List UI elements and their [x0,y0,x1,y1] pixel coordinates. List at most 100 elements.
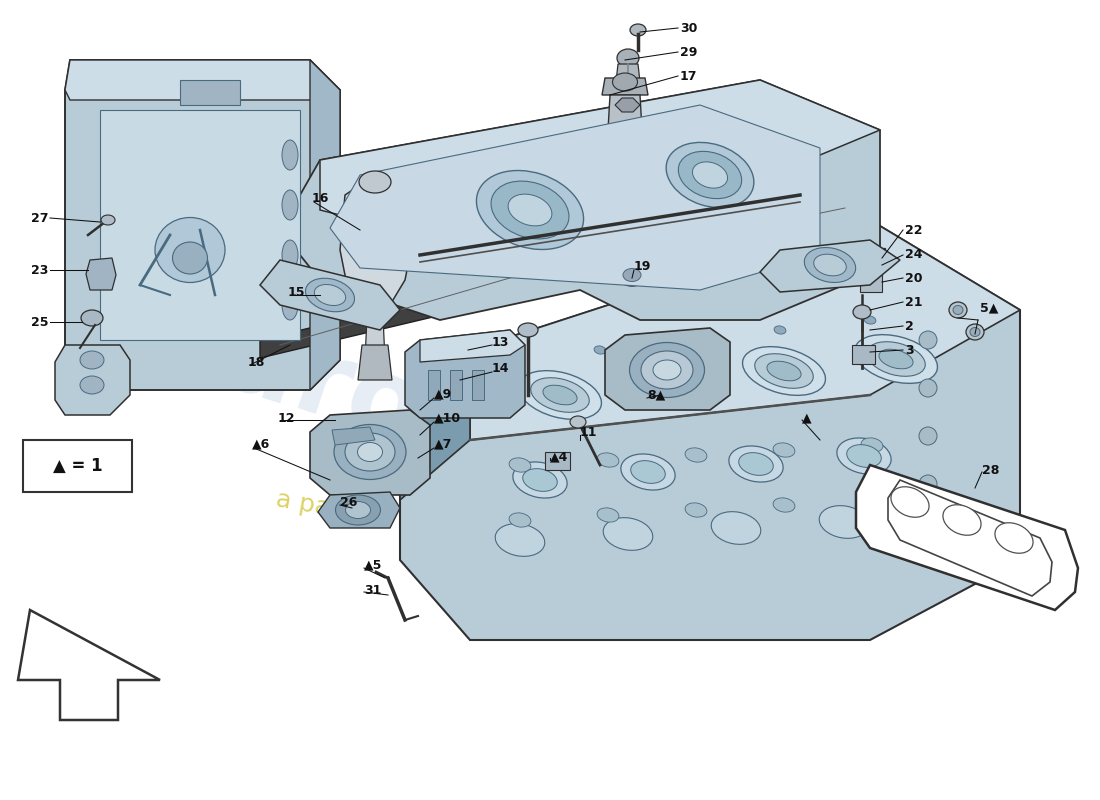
Ellipse shape [773,498,795,512]
Ellipse shape [953,306,962,314]
Ellipse shape [943,505,981,535]
Ellipse shape [282,140,298,170]
Polygon shape [260,200,850,358]
Ellipse shape [495,524,544,556]
Polygon shape [365,295,385,360]
Text: a passion for parts since 1985: a passion for parts since 1985 [274,487,650,577]
Ellipse shape [543,385,578,405]
Polygon shape [856,465,1078,610]
Polygon shape [55,345,130,415]
Ellipse shape [336,495,381,525]
Polygon shape [616,64,640,82]
Ellipse shape [966,324,984,340]
Text: 18: 18 [248,355,265,369]
Ellipse shape [861,493,883,507]
Ellipse shape [476,170,584,250]
Ellipse shape [642,366,702,400]
Text: 19: 19 [634,261,651,274]
Ellipse shape [518,370,602,419]
Text: 29: 29 [680,46,697,58]
Text: 16: 16 [312,191,329,205]
Ellipse shape [630,461,666,483]
Ellipse shape [891,486,930,518]
Text: 2: 2 [905,319,914,333]
Polygon shape [615,98,640,112]
Text: ▲: ▲ [802,411,812,425]
Ellipse shape [359,171,390,193]
Text: 27: 27 [31,211,48,225]
Ellipse shape [918,523,937,541]
Polygon shape [310,60,340,390]
Ellipse shape [358,442,383,462]
Ellipse shape [861,438,883,452]
Ellipse shape [508,194,552,226]
Text: 20: 20 [905,271,923,285]
Polygon shape [888,480,1052,596]
Text: europarts: europarts [139,281,741,567]
Polygon shape [86,258,116,290]
Ellipse shape [685,448,707,462]
Ellipse shape [306,278,354,312]
Polygon shape [358,345,392,380]
Ellipse shape [594,346,606,354]
Ellipse shape [847,445,881,467]
Text: ▲9: ▲9 [434,387,452,401]
Ellipse shape [865,316,876,324]
Ellipse shape [739,453,773,475]
Ellipse shape [522,469,558,491]
Ellipse shape [742,346,825,395]
Ellipse shape [504,356,516,364]
Ellipse shape [630,24,646,36]
Text: 28: 28 [982,463,1000,477]
Ellipse shape [509,513,531,527]
Polygon shape [18,610,160,720]
Ellipse shape [879,349,913,369]
Polygon shape [860,258,882,275]
Ellipse shape [685,503,707,517]
Ellipse shape [282,190,298,220]
Text: 17: 17 [680,70,697,82]
Ellipse shape [491,181,569,239]
Polygon shape [180,80,240,105]
Polygon shape [472,370,484,400]
Polygon shape [470,220,1020,440]
Polygon shape [100,110,300,340]
Ellipse shape [855,334,937,383]
Ellipse shape [530,378,590,412]
FancyBboxPatch shape [23,440,132,492]
Polygon shape [428,370,440,400]
Ellipse shape [613,73,638,91]
Text: 22: 22 [905,223,923,237]
Ellipse shape [80,376,104,394]
Text: 8▲: 8▲ [647,389,666,402]
Text: 23: 23 [31,263,48,277]
Text: 12: 12 [278,411,296,425]
Ellipse shape [623,269,641,282]
Ellipse shape [101,215,116,225]
Polygon shape [340,175,415,315]
Text: 13: 13 [492,335,509,349]
Ellipse shape [820,506,869,538]
Text: 3: 3 [905,343,914,357]
Text: 15: 15 [288,286,306,298]
Ellipse shape [570,416,586,428]
Ellipse shape [994,522,1033,554]
Ellipse shape [345,502,371,518]
Ellipse shape [814,254,846,276]
Text: 5▲: 5▲ [980,302,999,314]
Ellipse shape [603,518,652,550]
Ellipse shape [282,240,298,270]
Ellipse shape [918,331,937,349]
Ellipse shape [852,305,871,319]
Ellipse shape [918,475,937,493]
Polygon shape [400,350,470,500]
Ellipse shape [597,453,619,467]
Ellipse shape [509,458,531,472]
Ellipse shape [837,438,891,474]
Ellipse shape [315,285,345,306]
Text: 14: 14 [492,362,509,374]
Text: 24: 24 [905,249,923,262]
Text: 30: 30 [680,22,697,34]
Polygon shape [405,330,525,418]
Polygon shape [65,60,340,100]
